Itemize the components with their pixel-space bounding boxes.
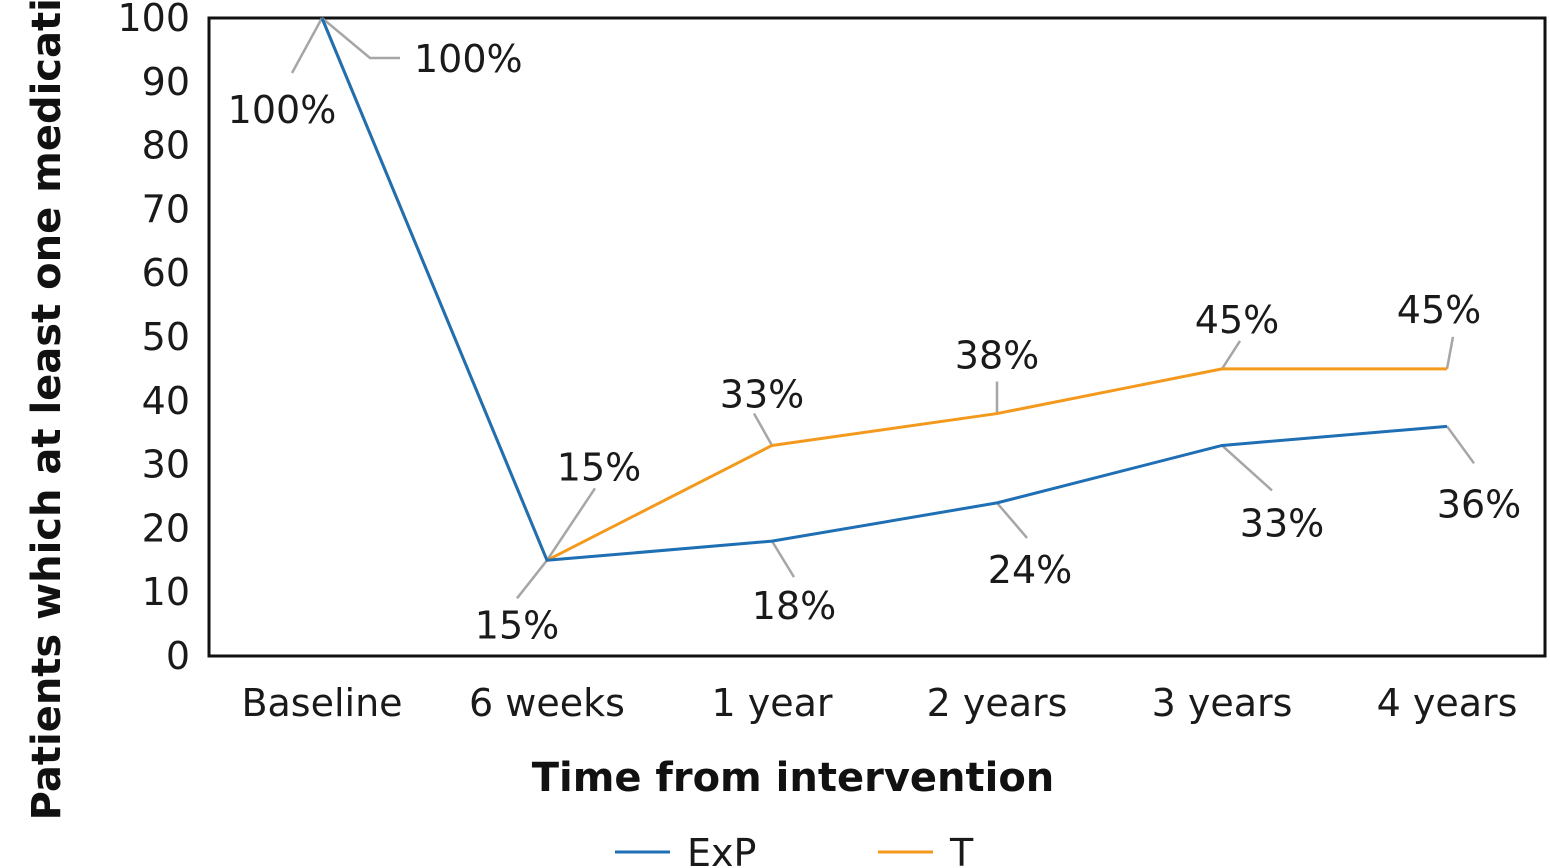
x-tick-label: 2 years	[927, 681, 1068, 725]
y-tick-label: 100	[117, 0, 190, 40]
y-tick-label: 30	[142, 443, 190, 487]
y-axis-title: Patients which at least one medication (…	[24, 0, 70, 820]
leader-line	[321, 17, 400, 60]
data-label-exp: 24%	[988, 548, 1072, 592]
data-label-exp: 100%	[228, 88, 337, 132]
data-label-t: 38%	[955, 334, 1039, 378]
x-axis-title: Time from intervention	[532, 755, 1055, 801]
y-tick-label: 20	[142, 506, 190, 550]
leader-line	[1221, 444, 1273, 492]
y-tick-label: 0	[166, 634, 190, 678]
y-axis-ticks: 0 10 20 30 40 50 60 70 80 90 100	[117, 0, 190, 678]
leader-line	[516, 559, 548, 600]
data-label-exp: 18%	[752, 584, 836, 628]
y-tick-label: 80	[142, 124, 190, 168]
x-tick-label: Baseline	[241, 681, 402, 725]
y-tick-label: 90	[142, 60, 190, 104]
leader-line	[1445, 425, 1476, 465]
data-label-t: 45%	[1397, 288, 1481, 332]
series-line-t	[320, 17, 1447, 562]
series-lines	[320, 17, 1448, 562]
x-tick-label: 4 years	[1377, 681, 1518, 725]
x-tick-label: 1 year	[711, 681, 832, 725]
x-tick-label: 6 weeks	[469, 681, 625, 725]
leader-line	[1220, 340, 1242, 370]
data-label-exp: 36%	[1437, 482, 1521, 526]
series-line-exp	[320, 17, 1448, 562]
data-label-leaders	[290, 17, 1476, 600]
legend: ExP T	[615, 831, 974, 868]
data-label-t: 15%	[557, 445, 641, 489]
y-tick-label: 70	[142, 187, 190, 231]
y-tick-label: 60	[142, 251, 190, 295]
x-axis-ticks: Baseline 6 weeks 1 year 2 years 3 years 4 yea…	[241, 681, 1517, 725]
legend-label-t: T	[949, 831, 974, 868]
data-label-t: 33%	[720, 372, 804, 416]
leader-line	[996, 502, 1028, 539]
y-tick-label: 50	[142, 315, 190, 359]
data-label-exp: 33%	[1240, 501, 1324, 545]
data-label-t: 100%	[414, 37, 523, 81]
leader-line	[1445, 336, 1455, 370]
data-labels: 100% 15% 18% 24% 33% 36% 100% 15% 33% 38% 45% 45%	[228, 37, 1522, 647]
leader-line	[545, 487, 597, 561]
y-tick-label: 10	[142, 570, 190, 614]
leader-line	[770, 540, 796, 578]
y-tick-label: 40	[142, 379, 190, 423]
x-tick-label: 3 years	[1152, 681, 1293, 725]
data-label-t: 45%	[1195, 298, 1279, 342]
leader-line	[290, 17, 324, 74]
plot-area-frame	[207, 16, 1547, 658]
legend-label-exp: ExP	[687, 831, 756, 868]
leader-line	[752, 412, 774, 447]
data-label-exp: 15%	[475, 603, 559, 647]
